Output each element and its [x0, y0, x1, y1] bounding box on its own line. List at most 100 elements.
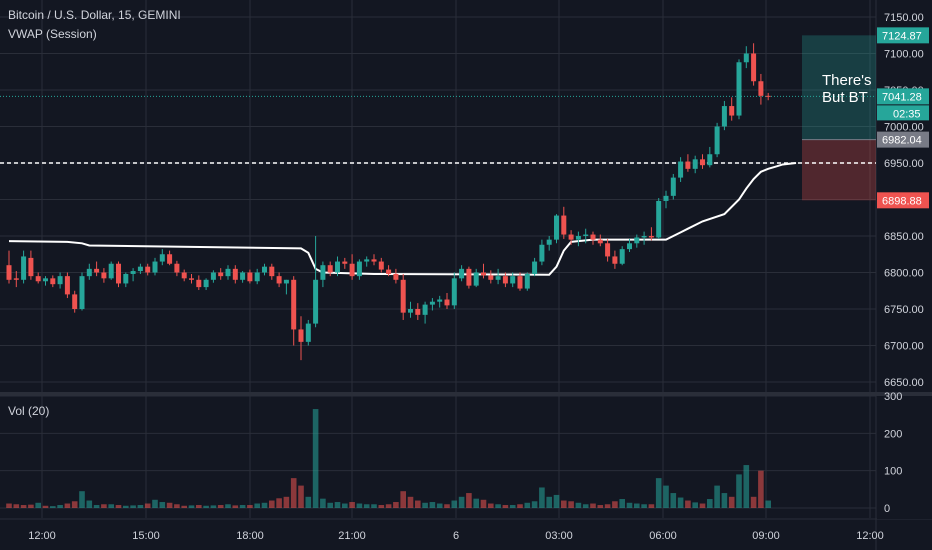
candle-body	[283, 279, 289, 284]
candle-body	[422, 304, 428, 315]
price-tick-label: 6750.00	[884, 304, 924, 316]
volume-bar	[217, 505, 224, 508]
candle-body	[590, 234, 596, 240]
time-tick-label: 6	[453, 530, 459, 542]
candle-body	[225, 268, 231, 277]
last-price-tag-bg	[877, 88, 929, 105]
volume-bar	[28, 504, 34, 508]
candle-body	[101, 272, 107, 279]
volume-tick-label: 100	[884, 466, 902, 478]
take-profit-zone	[802, 35, 876, 140]
candle-body	[378, 261, 384, 270]
volume-bar	[93, 505, 100, 508]
candle-body	[13, 278, 19, 280]
candle-body	[247, 272, 253, 282]
volume-bar	[210, 505, 217, 508]
volume-bar	[334, 502, 341, 508]
candle-body	[751, 53, 757, 82]
volume-bar	[290, 478, 297, 508]
volume-bar	[232, 505, 239, 508]
candle-body	[181, 272, 187, 279]
volume-bar	[458, 496, 465, 508]
volume-bar	[597, 505, 604, 508]
candle-body	[386, 269, 392, 274]
volume-bar	[758, 470, 764, 508]
candle-body	[327, 265, 333, 273]
candle-body	[320, 265, 326, 280]
volume-tick-label: 0	[884, 503, 890, 515]
candle-body	[28, 257, 34, 277]
volume-bar	[71, 501, 78, 508]
candle-body	[415, 309, 421, 315]
candle-body	[159, 254, 165, 262]
candle-body	[262, 266, 267, 273]
candle-body	[108, 263, 114, 279]
candle-body	[612, 256, 618, 264]
volume-bar	[480, 499, 487, 508]
candle-body	[210, 272, 216, 280]
volume-bar	[378, 505, 385, 508]
volume-bar	[305, 496, 312, 508]
candle-body	[495, 276, 501, 280]
price-tick-label: 7000.00	[884, 122, 924, 134]
volume-bar	[35, 502, 41, 508]
volume-bar	[166, 502, 173, 508]
volume-bar	[429, 502, 436, 508]
volume-bar	[422, 502, 428, 508]
candle-body	[546, 239, 552, 245]
volume-bar	[57, 505, 63, 508]
time-tick-label: 12:00	[28, 530, 56, 542]
candle-body	[459, 268, 465, 279]
volume-bar	[276, 498, 282, 508]
candle-body	[721, 106, 727, 127]
volume-bar	[188, 505, 195, 508]
candle-body	[218, 272, 224, 277]
volume-bar	[677, 497, 684, 508]
candle-body	[758, 81, 764, 96]
candle-body	[729, 106, 735, 116]
candle-body	[116, 263, 121, 284]
volume-bar	[79, 491, 85, 508]
volume-bar	[283, 496, 290, 508]
candle-body	[575, 236, 581, 240]
target-price-tag-bg	[877, 27, 929, 44]
last-price-tag: 7041.28	[882, 91, 922, 103]
candle-body	[561, 215, 567, 235]
candle-body	[21, 256, 27, 280]
volume-bar	[86, 500, 93, 508]
volume-bar	[312, 409, 319, 508]
volume-bar	[495, 504, 501, 508]
volume-bar	[750, 496, 757, 508]
time-tick-label: 21:00	[338, 530, 366, 542]
volume-bar	[466, 493, 472, 508]
volume-bar	[721, 493, 728, 508]
volume-bar	[174, 504, 180, 508]
candle-body	[605, 243, 611, 257]
candle-body	[35, 276, 41, 282]
pane-separator	[0, 392, 932, 396]
candle-body	[240, 272, 246, 280]
volume-tick-label: 200	[884, 428, 902, 440]
stop-loss-zone	[802, 139, 876, 201]
volume-bar	[743, 465, 750, 508]
candle-body	[50, 278, 56, 285]
candle-body	[444, 299, 450, 306]
volume-bar	[42, 505, 49, 508]
candle-body	[298, 329, 304, 342]
candle-body	[123, 273, 129, 284]
candle-body	[342, 261, 348, 264]
volume-bar	[64, 503, 71, 508]
volume-bar	[714, 485, 720, 508]
stop-price-tag: 6898.88	[882, 195, 922, 207]
candle-body	[670, 177, 676, 196]
candle-body	[524, 273, 530, 289]
candle-body	[634, 237, 640, 244]
volume-bar	[648, 504, 655, 508]
volume-bar	[765, 500, 771, 508]
volume-bar	[50, 506, 56, 508]
candle-body	[232, 268, 238, 280]
candle-body	[663, 195, 669, 201]
time-tick-label: 12:00	[856, 530, 884, 542]
candle-body	[43, 278, 48, 282]
